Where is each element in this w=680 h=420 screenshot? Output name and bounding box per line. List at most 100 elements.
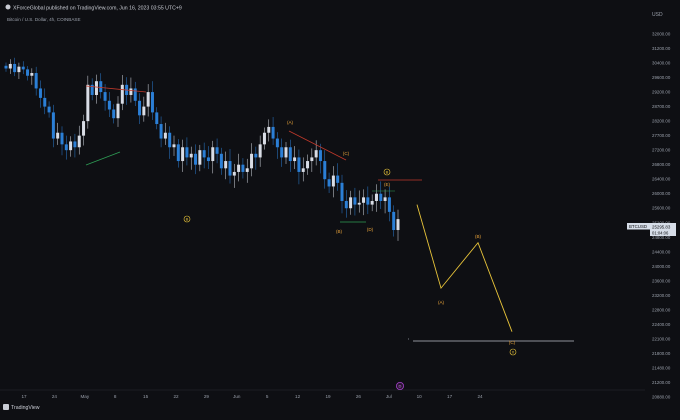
y-tick-label: 26400.00 [652, 177, 671, 182]
brand-name: TradingView [11, 405, 40, 411]
candle-body [314, 150, 318, 158]
candle-body [77, 135, 81, 148]
y-tick-label: 28700.00 [652, 104, 671, 109]
candle-body [245, 168, 249, 172]
candle-body [43, 97, 47, 107]
candle-body [331, 175, 335, 187]
y-tick-label: 29200.00 [652, 90, 671, 95]
candle-body [26, 69, 30, 76]
candle-body [86, 84, 90, 122]
candle-body [215, 147, 219, 154]
badge-price-box [650, 223, 676, 236]
y-tick-label: 30400.00 [652, 61, 671, 66]
wave-label: (B) [475, 234, 482, 239]
candle-body [336, 175, 340, 183]
candle-body [21, 66, 25, 70]
candle-body [344, 200, 348, 209]
projection-path [416, 204, 513, 332]
candle-body [267, 126, 271, 133]
tradingview-logo-icon [3, 404, 9, 410]
circle-label: B [186, 217, 189, 222]
candle-body [60, 132, 64, 145]
candle-body [262, 132, 266, 145]
candle-body [340, 182, 344, 201]
circle-label: D [399, 384, 402, 389]
y-axis-unit: USD [652, 12, 663, 18]
candle-body [374, 193, 378, 201]
x-tick-label: 24 [477, 394, 483, 399]
y-tick-label: 24800.00 [652, 235, 671, 240]
candle-body [362, 197, 366, 203]
y-tick-label: 20880.00 [652, 395, 671, 400]
candle-body [129, 88, 133, 95]
x-tick-label: 26 [356, 394, 362, 399]
y-tick-label: 32000.00 [652, 32, 671, 37]
candle-body [82, 121, 86, 136]
x-tick-label: Jun [233, 394, 241, 399]
candle-body [379, 193, 383, 201]
tradingview-brand: TradingView [3, 404, 40, 411]
circle-labels: B B X D [183, 168, 517, 390]
candle-body [198, 150, 202, 165]
x-tick-label: May [80, 394, 89, 399]
circle-label-marker [183, 215, 191, 223]
x-tick-label: 10 [417, 394, 423, 399]
y-tick-label: 22800.00 [652, 307, 671, 312]
wave-label: (C) [343, 151, 350, 156]
candle-body [185, 147, 189, 158]
candle-body [275, 138, 279, 148]
candle-body [297, 157, 301, 172]
candle-body [94, 81, 98, 95]
candle-body [13, 63, 17, 73]
badge-symbol-box [627, 223, 653, 230]
candle-body [107, 100, 111, 110]
candle-body [176, 144, 180, 162]
candle-body [254, 153, 258, 158]
candle-body [181, 147, 185, 162]
y-tick-label: 24400.00 [652, 249, 671, 254]
badge-symbol: BTCUSD [629, 224, 647, 229]
wave-label: (A) [287, 120, 294, 125]
circle-label: B [386, 170, 389, 175]
candle-body [172, 144, 176, 148]
candle-body [90, 84, 94, 95]
candle-body [38, 88, 42, 98]
candle-body [142, 106, 146, 116]
candle-body [30, 73, 34, 76]
candle-body [383, 197, 387, 201]
candle-body [194, 153, 198, 165]
candle-body [17, 66, 21, 73]
candle-body [73, 141, 77, 148]
candle-body [366, 197, 370, 205]
candle-body [232, 171, 236, 176]
y-tick-label: 24000.00 [652, 264, 671, 269]
candle-body [8, 63, 12, 69]
publisher-avatar-icon [5, 4, 11, 10]
x-tick-label: 17 [447, 394, 453, 399]
circle-label-marker [383, 168, 391, 176]
candle-body [206, 157, 210, 162]
circle-label-marker [509, 348, 517, 356]
circle-label: X [512, 350, 515, 355]
candle-body [387, 197, 391, 212]
x-tick-label: 24 [52, 394, 58, 399]
candle-body [120, 84, 124, 104]
candle-body [318, 150, 322, 162]
y-tick-label: 27700.00 [652, 133, 671, 138]
candle-body [112, 109, 116, 119]
x-tick-label: 29 [204, 394, 210, 399]
candle-body [103, 92, 107, 101]
x-tick-label: 5 [266, 394, 269, 399]
y-tick-label: 21480.00 [652, 365, 671, 370]
y-tick-label: 27200.00 [652, 148, 671, 153]
candle-body [168, 132, 172, 148]
y-tick-label: 25200.00 [652, 220, 671, 225]
badge-countdown: 01:04:06 [652, 231, 669, 236]
y-tick-label: 28200.00 [652, 119, 671, 124]
y-tick-label: 22100.00 [652, 336, 671, 341]
pink-event-marker[interactable] [395, 381, 404, 390]
candle-body [99, 81, 103, 93]
x-axis: 17 24 May 8 15 22 29 Jun 5 12 19 26 Jul 10 17 24 [0, 389, 645, 399]
trendline-upper-1 [85, 85, 147, 93]
